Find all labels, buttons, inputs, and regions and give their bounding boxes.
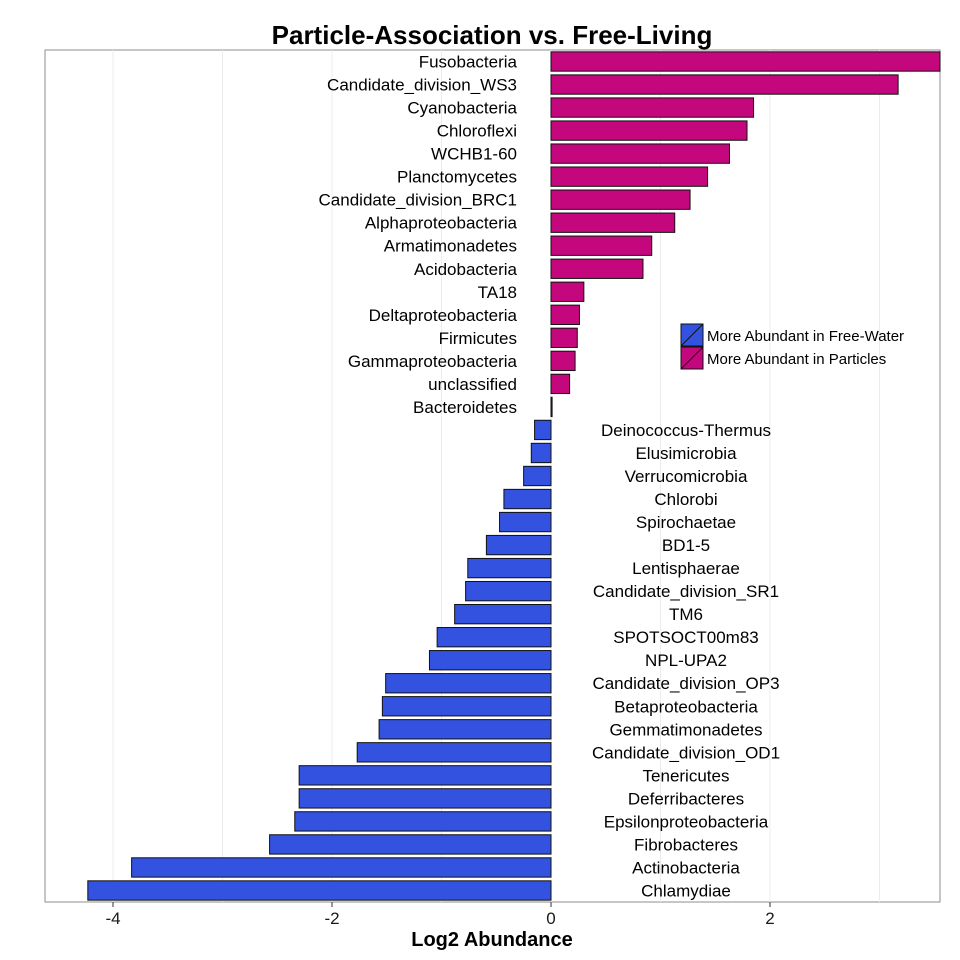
category-label: Actinobacteria bbox=[632, 858, 740, 877]
bar-deltaproteobacteria bbox=[550, 304, 580, 325]
bar-candidate-division-sr1 bbox=[465, 580, 552, 602]
legend-swatch-slash bbox=[680, 323, 704, 347]
category-label: Chlamydiae bbox=[641, 881, 731, 900]
category-label: Candidate_division_WS3 bbox=[327, 76, 517, 95]
bar-epsilonproteobacteria bbox=[294, 811, 552, 832]
legend-label: More Abundant in Free-Water bbox=[707, 328, 904, 345]
bar-tm6 bbox=[454, 603, 552, 625]
bar-verrucomicrobia bbox=[523, 465, 552, 487]
category-label: Candidate_division_OD1 bbox=[592, 743, 780, 762]
x-tick-label: -4 bbox=[105, 909, 120, 928]
bar-candidate-division-brc1 bbox=[550, 189, 691, 210]
category-label: WCHB1-60 bbox=[431, 145, 517, 164]
category-label: Spirochaetae bbox=[636, 513, 736, 532]
category-label: Tenericutes bbox=[643, 766, 730, 785]
bar-fusobacteria bbox=[550, 51, 941, 72]
bar-deinococcus-thermus bbox=[534, 419, 552, 441]
category-label: Chloroflexi bbox=[437, 122, 517, 141]
category-label-layer: Fusobacteria Candidate_division_WS3 Cyanob… bbox=[319, 53, 781, 901]
category-label: Gammaproteobacteria bbox=[348, 352, 518, 371]
bar-armatimonadetes bbox=[550, 235, 653, 256]
category-label: TA18 bbox=[478, 283, 517, 302]
x-tick-label: 0 bbox=[546, 909, 555, 928]
category-label: Elusimicrobia bbox=[635, 444, 737, 463]
category-label: Chlorobi bbox=[654, 490, 717, 509]
bar-acidobacteria bbox=[550, 258, 644, 279]
bar-wchb1-60 bbox=[550, 143, 730, 164]
legend-swatch-slash bbox=[680, 346, 704, 370]
bar-chlorobi bbox=[503, 488, 552, 510]
category-label: TM6 bbox=[669, 605, 703, 624]
x-axis: -4 -2 0 2 bbox=[105, 902, 775, 928]
bar-bd1-5 bbox=[485, 534, 552, 556]
bar-fibrobacteres bbox=[269, 834, 552, 855]
bar-lentisphaerae bbox=[467, 557, 552, 579]
category-label: Planctomycetes bbox=[397, 168, 517, 187]
bar-gemmatimonadetes bbox=[378, 719, 552, 740]
category-label: Candidate_division_SR1 bbox=[593, 582, 779, 601]
category-label: Gemmatimonadetes bbox=[609, 720, 762, 739]
bar-ta18 bbox=[550, 281, 585, 302]
bar-unclassified bbox=[550, 373, 571, 395]
category-label: Fusobacteria bbox=[419, 53, 518, 72]
bar-candidate-division-ws3 bbox=[550, 74, 899, 95]
bar-cyanobacteria bbox=[550, 97, 755, 118]
bar-actinobacteria bbox=[131, 857, 552, 878]
category-label: NPL-UPA2 bbox=[645, 651, 727, 670]
chart-title: Particle-Association vs. Free-Living bbox=[272, 20, 713, 50]
bar-planctomycetes bbox=[550, 166, 709, 187]
category-label: Candidate_division_OP3 bbox=[592, 674, 779, 693]
bar-firmicutes bbox=[550, 327, 578, 349]
bar-gammaproteobacteria bbox=[550, 350, 576, 372]
bar-candidate-division-op3 bbox=[385, 673, 552, 694]
category-label: Epsilonproteobacteria bbox=[604, 812, 769, 831]
category-label: Fibrobacteres bbox=[634, 835, 738, 854]
category-label: Betaproteobacteria bbox=[614, 697, 758, 716]
category-label: Deinococcus-Thermus bbox=[601, 421, 771, 440]
bar-candidate-division-od1 bbox=[356, 742, 552, 763]
bar-spirochaetae bbox=[499, 511, 552, 533]
category-label: SPOTSOCT00m83 bbox=[613, 628, 759, 647]
category-label: Lentisphaerae bbox=[632, 559, 740, 578]
bar-chloroflexi bbox=[550, 120, 748, 141]
legend-label: More Abundant in Particles bbox=[707, 351, 886, 368]
category-label: Acidobacteria bbox=[414, 260, 518, 279]
bar-tenericutes bbox=[298, 765, 552, 786]
category-label: Cyanobacteria bbox=[407, 99, 517, 118]
bar-betaproteobacteria bbox=[381, 696, 552, 717]
x-tick-label: -2 bbox=[324, 909, 339, 928]
category-label: Firmicutes bbox=[439, 329, 517, 348]
category-label: Verrucomicrobia bbox=[625, 467, 748, 486]
bar-npl-upa2 bbox=[428, 650, 552, 671]
bar-chlamydiae bbox=[87, 880, 552, 901]
category-label: Deferribacteres bbox=[628, 789, 744, 808]
category-label: Bacteroidetes bbox=[413, 398, 517, 417]
category-label: Alphaproteobacteria bbox=[365, 214, 518, 233]
category-label: Armatimonadetes bbox=[384, 237, 517, 256]
bar-spotsoct00m83 bbox=[436, 627, 552, 648]
bar-layer bbox=[87, 51, 941, 901]
bar-alphaproteobacteria bbox=[550, 212, 676, 233]
x-tick-label: 2 bbox=[765, 909, 774, 928]
category-label: unclassified bbox=[428, 375, 517, 394]
legend: More Abundant in Free-Water More Abundant… bbox=[680, 323, 904, 370]
bar-deferribacteres bbox=[298, 788, 552, 809]
category-label: Deltaproteobacteria bbox=[369, 306, 518, 325]
bar-bacteroidetes bbox=[550, 396, 553, 418]
category-label: Candidate_division_BRC1 bbox=[319, 191, 517, 210]
bar-elusimicrobia bbox=[530, 442, 552, 464]
x-axis-title: Log2 Abundance bbox=[411, 929, 572, 951]
category-label: BD1-5 bbox=[662, 536, 710, 555]
